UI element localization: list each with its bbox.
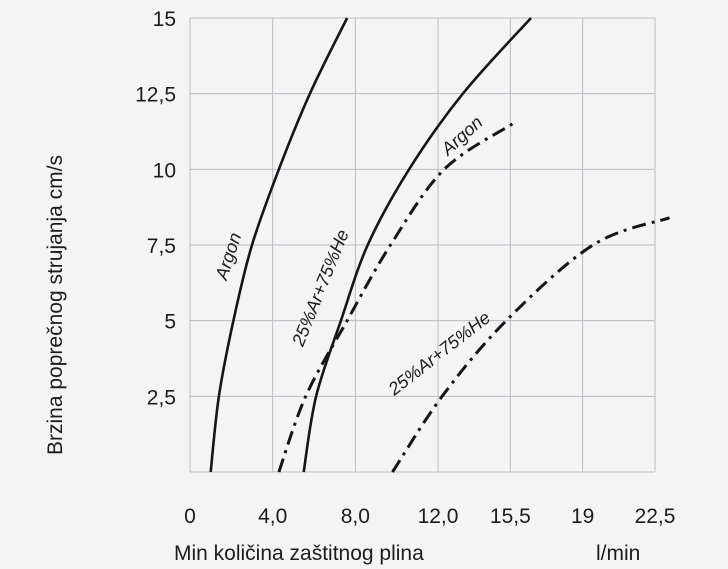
x-tick-labels: 0 4,0 8,0 12,0 15,5 19 22,5 (184, 505, 675, 528)
x-tick-label: 12,0 (418, 505, 459, 528)
y-tick-label: 5 (164, 311, 176, 334)
grid (189, 17, 656, 473)
y-axis-label: Brzina poprečnog strujanja cm/s (44, 155, 67, 455)
series-group (209, 17, 670, 473)
y-tick-label: 12,5 (135, 84, 176, 107)
y-tick-label: 7,5 (147, 235, 176, 258)
x-tick-label: 15,5 (490, 505, 531, 528)
x-tick-label: 8,0 (341, 505, 370, 528)
x-tick-label: 4,0 (258, 505, 287, 528)
series-argon-dashdot (277, 122, 514, 473)
y-tick-labels: 2,5 5 7,5 10 12,5 15 (135, 8, 176, 409)
y-tick-label: 10 (153, 159, 176, 182)
x-axis-unit: l/min (596, 542, 640, 565)
x-tick-label: 19 (571, 505, 594, 528)
label-argon-solid: Argon (211, 230, 245, 283)
series-argon-solid (209, 17, 349, 473)
y-tick-label: 2,5 (147, 386, 176, 409)
series-ar-he-solid (302, 17, 532, 473)
x-axis-label: Min količina zaštitnog plina (174, 542, 424, 565)
x-tick-label: 0 (184, 505, 196, 528)
y-tick-label: 15 (153, 8, 176, 31)
series-ar-he-dashdot (391, 216, 670, 473)
x-tick-label: 22,5 (635, 505, 676, 528)
